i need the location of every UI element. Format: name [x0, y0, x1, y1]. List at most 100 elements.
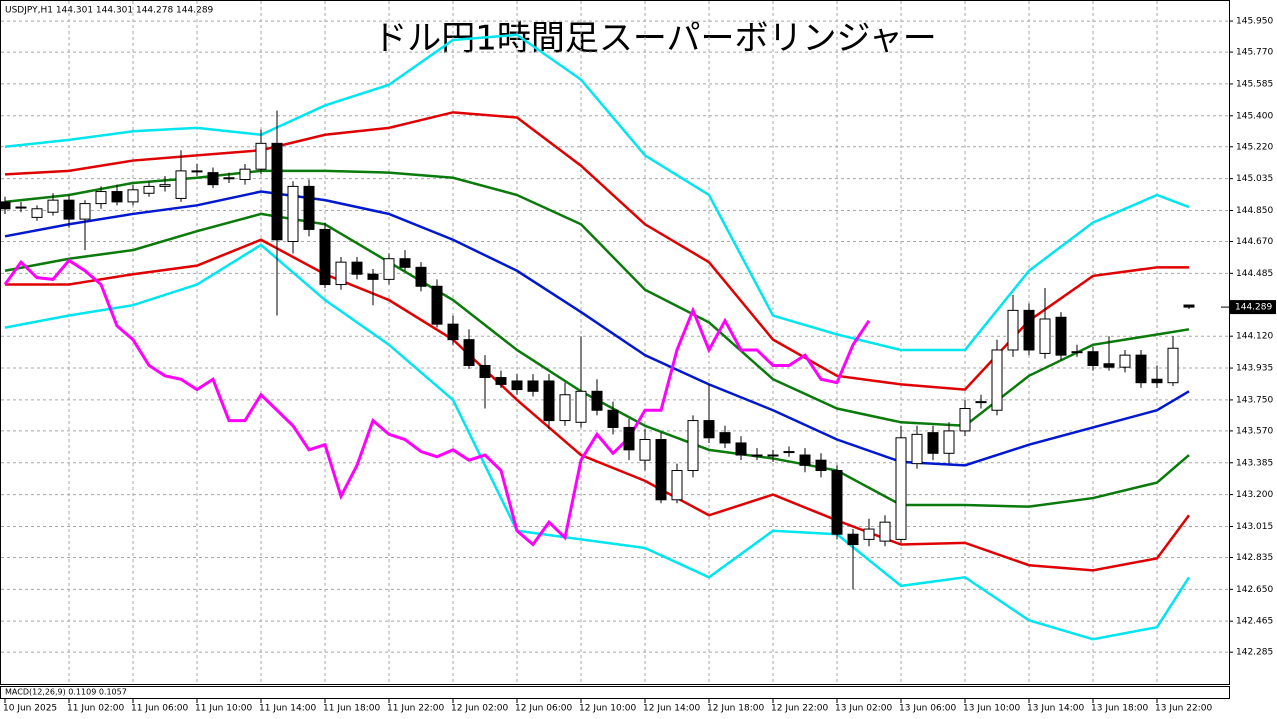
candle-body: [495, 377, 507, 385]
candle-body: [31, 208, 43, 218]
candle-body: [815, 459, 827, 472]
y-tick-label: 142.835: [1236, 553, 1273, 563]
candle-body: [207, 172, 219, 186]
candle-body: [287, 185, 299, 242]
last-price-box: [1230, 300, 1276, 315]
band-line: [5, 238, 1191, 572]
candle-body: [415, 266, 427, 287]
y-tick-label: 145.770: [1236, 48, 1273, 58]
candle-body: [1039, 318, 1051, 354]
candle-body: [47, 199, 59, 213]
candle-body: [1135, 354, 1147, 384]
y-tick-label: 143.570: [1236, 426, 1273, 436]
candle-body: [607, 409, 619, 428]
candle-body: [751, 454, 763, 457]
band-line: [4, 190, 1190, 467]
y-tick-label: 143.200: [1236, 490, 1273, 500]
candle-body: [575, 390, 587, 423]
candle-body: [63, 199, 75, 220]
candle-body: [511, 380, 523, 391]
x-tick-label: 12 Jun 06:00: [515, 704, 572, 714]
candle-body: [879, 521, 891, 542]
x-tick-label: 12 Jun 02:00: [451, 704, 508, 714]
y-tick-label: 145.950: [1236, 17, 1273, 27]
candle-body: [447, 323, 459, 341]
candle-body: [767, 454, 779, 457]
candle-body: [127, 189, 139, 203]
candle-body: [527, 380, 539, 392]
x-tick-label: 13 Jun 22:00: [1155, 704, 1212, 714]
candle-body: [591, 390, 603, 411]
y-tick-label: 142.650: [1236, 585, 1273, 595]
candle-body: [239, 168, 251, 181]
candle-body: [623, 426, 635, 451]
candle-body: [15, 206, 27, 209]
candle-body: [895, 437, 907, 540]
y-tick-label: 143.935: [1236, 364, 1273, 374]
candle-body: [783, 451, 795, 454]
x-tick-label: 11 Jun 10:00: [195, 704, 252, 714]
candle-body: [271, 142, 283, 241]
candle-body: [335, 261, 347, 286]
x-tick-label: 11 Jun 06:00: [131, 704, 188, 714]
candle-body: [943, 430, 955, 454]
candle-body: [1151, 378, 1163, 384]
candle-body: [383, 258, 395, 280]
candle-body: [111, 191, 123, 203]
y-tick-label: 142.285: [1236, 648, 1273, 658]
candle-body: [463, 339, 475, 366]
x-tick-label: 12 Jun 18:00: [707, 704, 764, 714]
candle-body: [863, 528, 875, 540]
candle-body: [927, 432, 939, 454]
header: USDJPY,H1 144.301 144.301 144.278 144.28…: [5, 6, 214, 16]
x-tick-label: 10 Jun 2025: [3, 704, 57, 714]
candle-body: [543, 380, 555, 422]
candle-body: [1007, 309, 1019, 351]
candle-body: [319, 228, 331, 286]
candle-body: [351, 261, 363, 275]
candle-body: [687, 420, 699, 472]
candle-body: [911, 433, 923, 465]
candle-body: [1087, 351, 1099, 366]
candle-body: [175, 170, 187, 199]
candle-body: [367, 273, 379, 280]
y-tick-label: 145.400: [1236, 111, 1273, 121]
indicator-label: MACD(12,26,9) 0.1109 0.1057: [5, 688, 127, 697]
x-tick-label: 11 Jun 02:00: [67, 704, 124, 714]
candle-body: [159, 184, 171, 187]
candle-body: [1167, 347, 1179, 384]
candle-body: [735, 442, 747, 456]
y-tick-label: 144.120: [1236, 332, 1273, 342]
candle-body: [975, 401, 987, 404]
candle-body: [655, 439, 667, 501]
candle-body: [0, 201, 11, 210]
candle-body: [479, 364, 491, 379]
candle-body: [959, 408, 971, 432]
y-tick-label: 143.385: [1236, 458, 1273, 468]
candle-body: [1103, 363, 1115, 368]
candle-body: [671, 470, 683, 501]
y-tick-label: 143.750: [1236, 395, 1273, 405]
y-tick-label: 144.850: [1236, 206, 1273, 216]
x-tick-label: 12 Jun 22:00: [771, 704, 828, 714]
candle-body: [639, 439, 651, 461]
candle-body: [1023, 309, 1035, 351]
candle-body: [719, 432, 731, 444]
last-price-label: 144.289: [1235, 303, 1272, 313]
candle-body: [223, 177, 235, 180]
candle-body: [79, 203, 91, 220]
x-tick-label: 13 Jun 18:00: [1091, 704, 1148, 714]
candle-body: [831, 470, 843, 535]
candle-body: [143, 185, 155, 194]
candle-body: [799, 454, 811, 466]
candle-body: [255, 142, 267, 170]
y-tick-label: 145.220: [1236, 142, 1273, 152]
y-tick-label: 142.465: [1236, 617, 1273, 627]
x-tick-label: 11 Jun 22:00: [387, 704, 444, 714]
x-tick-label: 12 Jun 10:00: [579, 704, 636, 714]
y-tick-label: 143.015: [1236, 522, 1273, 532]
x-tick-label: 13 Jun 02:00: [835, 704, 892, 714]
candle-body: [191, 170, 203, 173]
x-tick-label: 13 Jun 06:00: [899, 704, 956, 714]
